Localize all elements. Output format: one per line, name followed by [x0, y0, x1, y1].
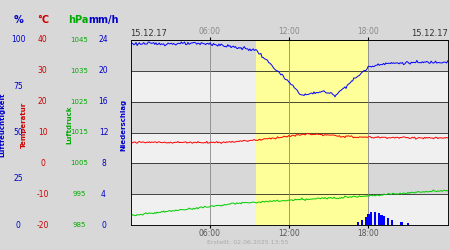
- Bar: [357, 222, 359, 225]
- Text: Erstellt: 02.06.2025 13:55: Erstellt: 02.06.2025 13:55: [207, 240, 288, 245]
- Bar: [130, 40, 448, 71]
- Text: 0: 0: [40, 159, 45, 168]
- Text: 0: 0: [101, 220, 106, 230]
- Text: 100: 100: [11, 36, 25, 44]
- Text: 40: 40: [38, 36, 48, 44]
- Text: 0: 0: [16, 220, 20, 230]
- Bar: [130, 194, 448, 225]
- Bar: [407, 224, 410, 225]
- Bar: [391, 220, 393, 225]
- Text: Temperatur: Temperatur: [20, 102, 27, 148]
- Text: 1015: 1015: [70, 130, 88, 136]
- Text: 30: 30: [38, 66, 48, 75]
- Text: %: %: [13, 15, 23, 25]
- Bar: [383, 216, 386, 225]
- Text: -10: -10: [36, 190, 49, 199]
- Bar: [367, 214, 369, 225]
- Text: 50: 50: [13, 128, 23, 137]
- Bar: [380, 215, 383, 225]
- Text: 8: 8: [101, 159, 106, 168]
- Text: mm/h: mm/h: [88, 15, 119, 25]
- Bar: [130, 71, 448, 102]
- Text: 10: 10: [38, 128, 48, 137]
- Bar: [256, 40, 369, 225]
- Text: Luftdruck: Luftdruck: [67, 106, 73, 144]
- Bar: [364, 217, 367, 225]
- Text: 1035: 1035: [70, 68, 88, 74]
- Bar: [387, 218, 389, 225]
- Text: 15.12.17: 15.12.17: [130, 28, 167, 38]
- Bar: [360, 220, 363, 225]
- Text: Niederschlag: Niederschlag: [121, 99, 127, 151]
- Text: 995: 995: [72, 191, 86, 197]
- Text: 24: 24: [99, 36, 108, 44]
- Text: 4: 4: [101, 190, 106, 199]
- Bar: [400, 222, 403, 225]
- Text: 1045: 1045: [70, 37, 88, 43]
- Bar: [130, 102, 448, 132]
- Bar: [378, 214, 380, 225]
- Text: 1005: 1005: [70, 160, 88, 166]
- Bar: [130, 132, 448, 163]
- Bar: [370, 212, 372, 225]
- Text: 15.12.17: 15.12.17: [411, 28, 448, 38]
- Text: 20: 20: [38, 97, 48, 106]
- Text: 985: 985: [72, 222, 86, 228]
- Text: 1025: 1025: [70, 99, 88, 105]
- Text: hPa: hPa: [68, 15, 89, 25]
- Text: 16: 16: [99, 97, 108, 106]
- Text: °C: °C: [37, 15, 49, 25]
- Text: 12: 12: [99, 128, 108, 137]
- Text: -20: -20: [36, 220, 49, 230]
- Text: 75: 75: [13, 82, 23, 91]
- Text: Luftfeuchtigkeit: Luftfeuchtigkeit: [0, 93, 5, 157]
- Bar: [130, 163, 448, 194]
- Bar: [374, 212, 376, 225]
- Text: 25: 25: [13, 174, 23, 183]
- Text: 20: 20: [99, 66, 108, 75]
